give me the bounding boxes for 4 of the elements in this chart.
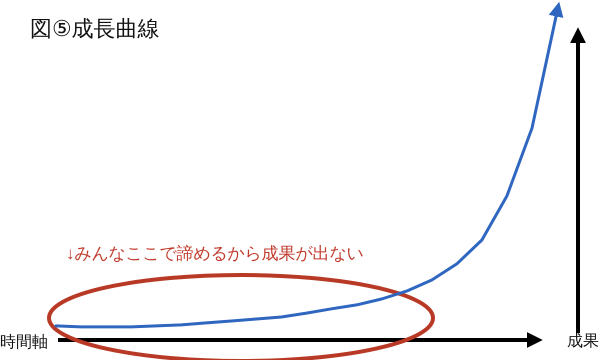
chart-title: 図⑤成長曲線 — [30, 16, 160, 41]
annotation: ↓みんなここで諦めるから成果が出ない — [66, 244, 364, 263]
y-axis-title: 成果 — [567, 332, 599, 350]
x-axis-title: 時間軸 — [0, 333, 48, 351]
